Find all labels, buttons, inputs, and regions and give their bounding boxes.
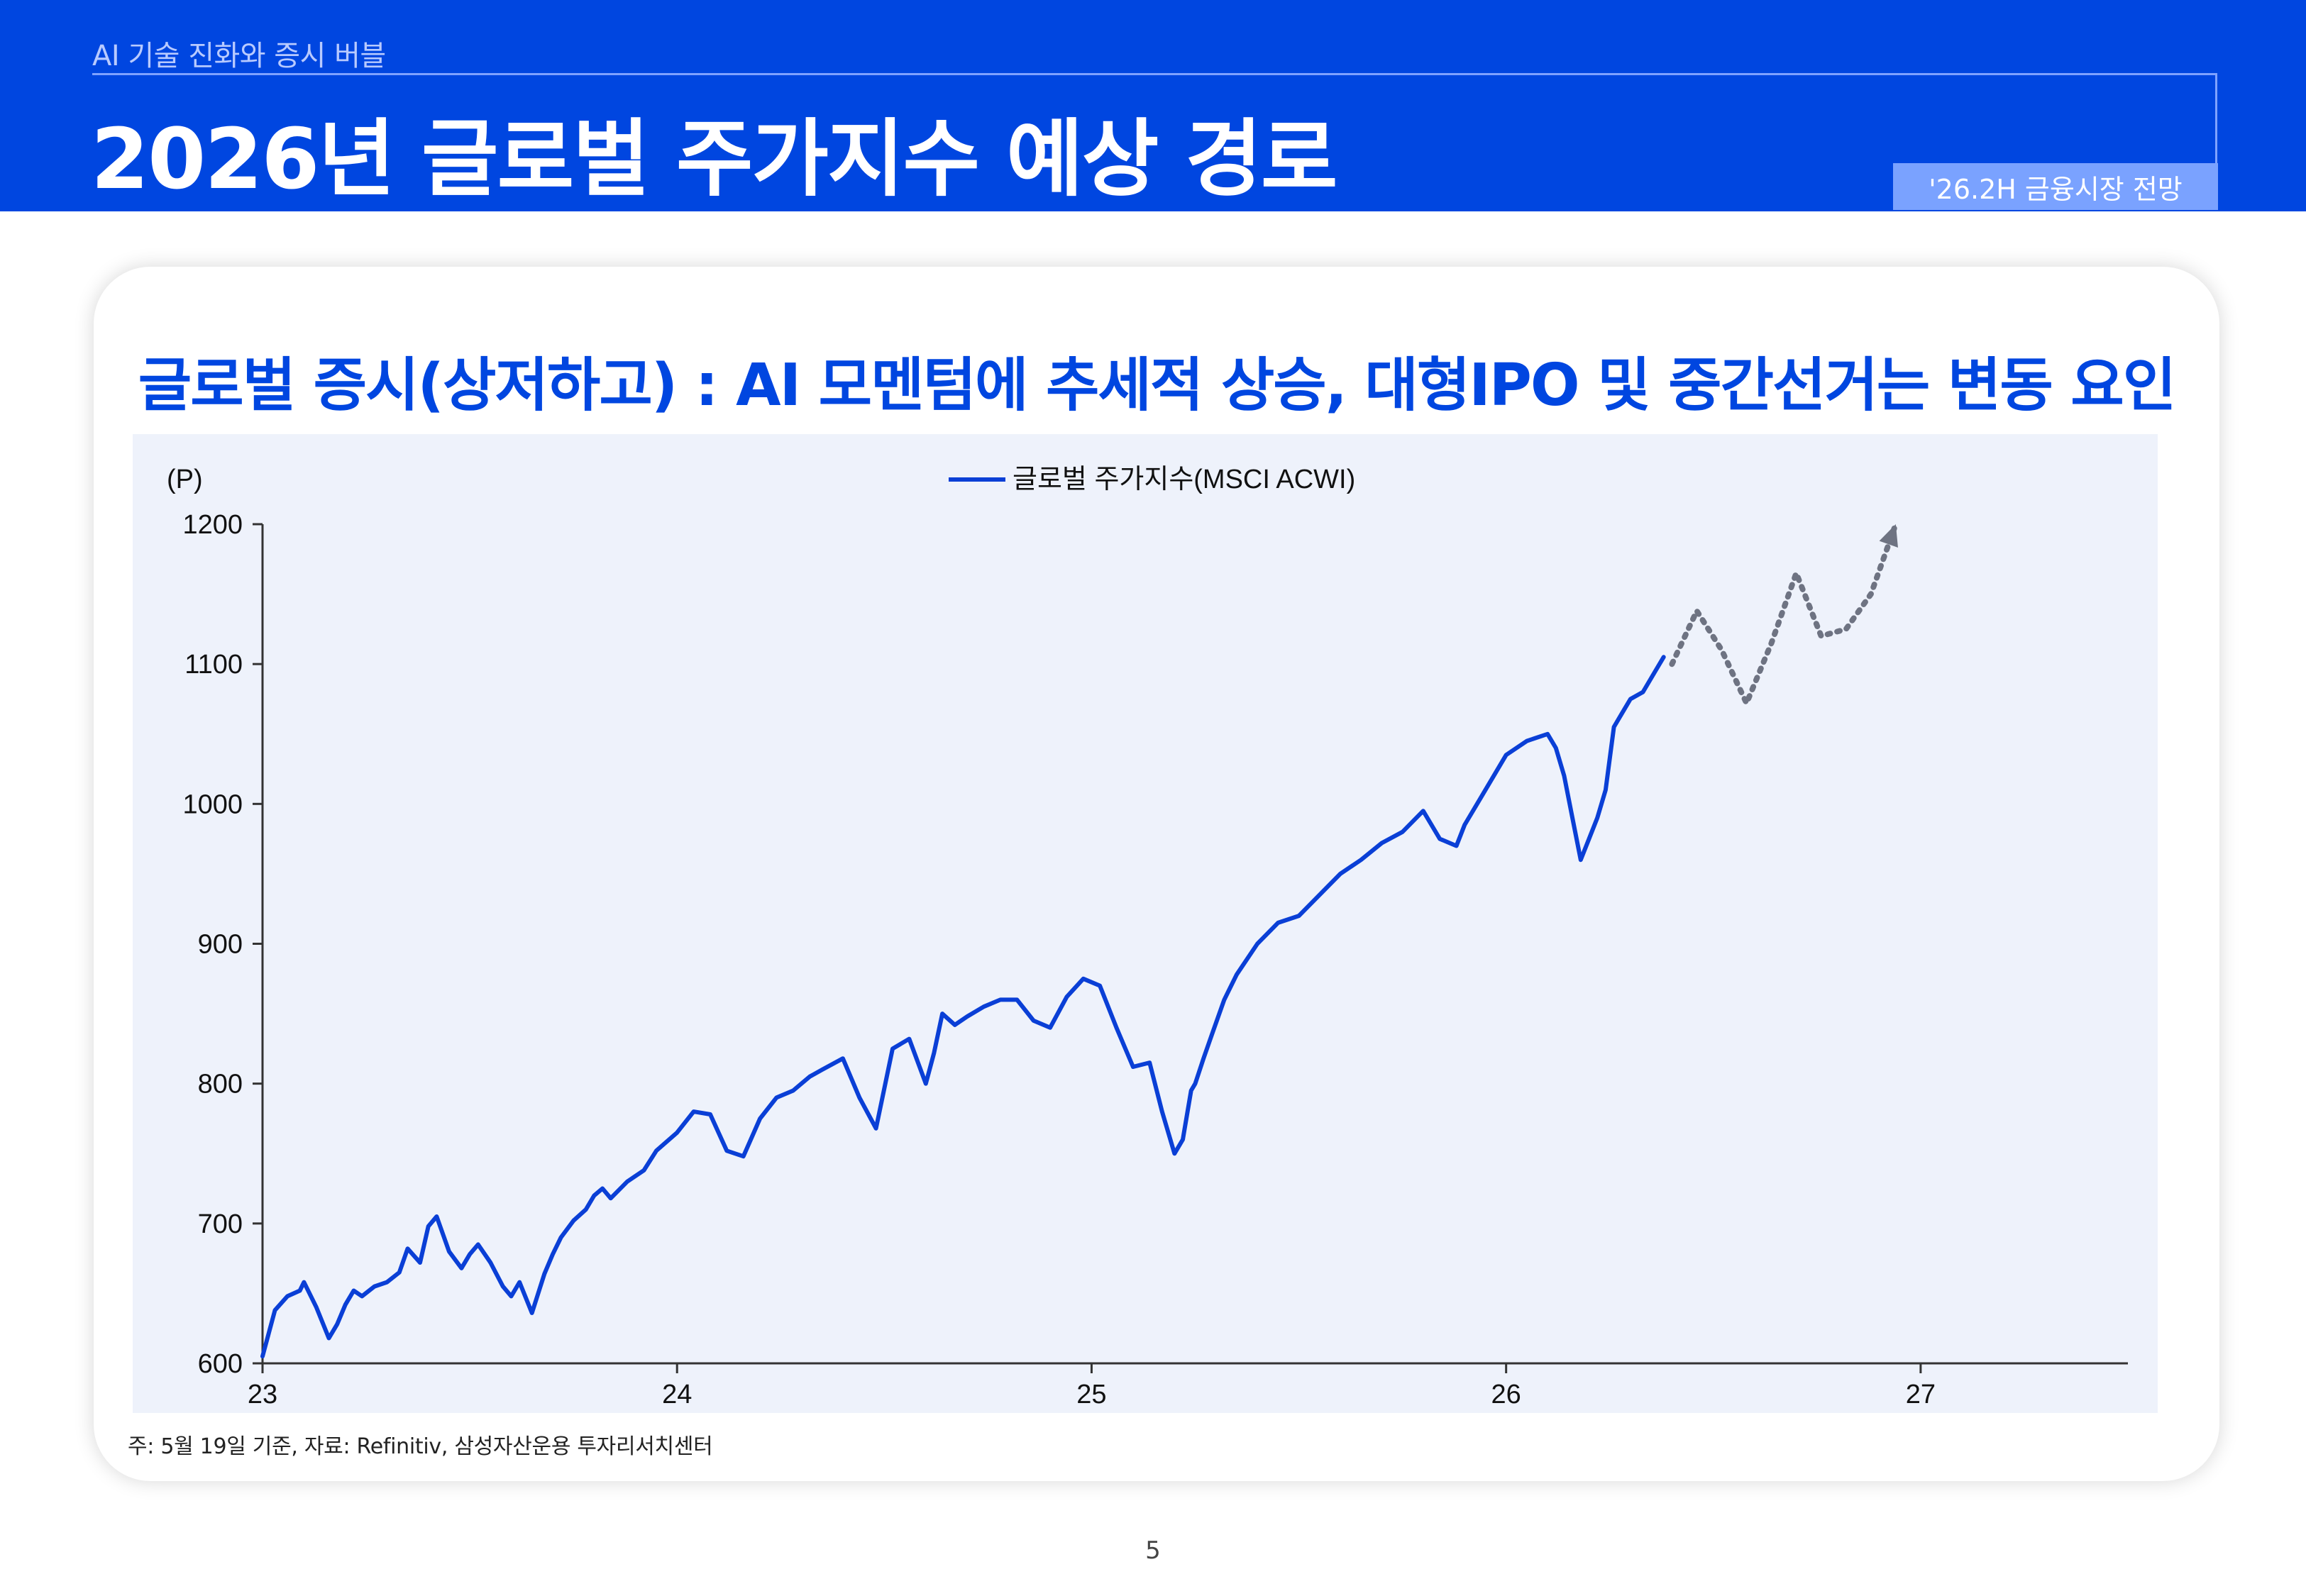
index-line-chart: 600 700 800 900 1000 1100 1200 23 24 25 26 27 (P) 글로…	[167, 465, 2128, 1409]
legend-label: 글로벌 주가지수(MSCI ACWI)	[1013, 465, 1355, 494]
y-tick-label: 1000	[182, 789, 243, 819]
y-tick-label: 1200	[182, 510, 243, 540]
x-tick-label: 27	[1906, 1380, 1936, 1409]
chart-panel: 600 700 800 900 1000 1100 1200 23 24 25 26 27 (P) 글로…	[133, 434, 2158, 1413]
page-title: 2026년 글로벌 주가지수 예상 경로	[91, 110, 1337, 208]
y-tick-label: 900	[198, 930, 243, 960]
content-card: 글로벌 증시(상저하고) : AI 모멘텀에 추세적 상승, 대형IPO 및 중…	[94, 267, 2219, 1481]
header-rule	[92, 73, 2217, 75]
slide-header: AI 기술 진화와 증시 버블 2026년 글로벌 주가지수 예상 경로 '26…	[0, 0, 2306, 211]
y-tick-label: 800	[198, 1070, 243, 1099]
forecast-arrowhead	[1879, 524, 1898, 548]
report-badge: '26.2H 금융시장 전망	[1893, 163, 2218, 210]
x-tick-label: 24	[662, 1380, 692, 1409]
forecast-dotted-line	[1669, 521, 1899, 711]
x-tick-label: 26	[1491, 1380, 1521, 1409]
header-rule-vertical	[2215, 73, 2217, 165]
y-axis-unit-label: (P)	[167, 465, 203, 494]
y-tick-label: 1100	[184, 650, 243, 680]
x-tick-label: 23	[248, 1380, 277, 1409]
x-tick-label: 25	[1076, 1380, 1106, 1409]
card-headline: 글로벌 증시(상저하고) : AI 모멘텀에 추세적 상승, 대형IPO 및 중…	[138, 352, 2176, 419]
section-label: AI 기술 진화와 증시 버블	[92, 40, 386, 72]
series-line-msci-acwi	[260, 655, 1666, 1359]
source-note: 주: 5월 19일 기준, 자료: Refinitiv, 삼성자산운용 투자리서…	[128, 1434, 713, 1459]
y-tick-label: 600	[198, 1349, 243, 1379]
page-number: 5	[1145, 1536, 1161, 1565]
y-tick-label: 700	[198, 1209, 243, 1239]
